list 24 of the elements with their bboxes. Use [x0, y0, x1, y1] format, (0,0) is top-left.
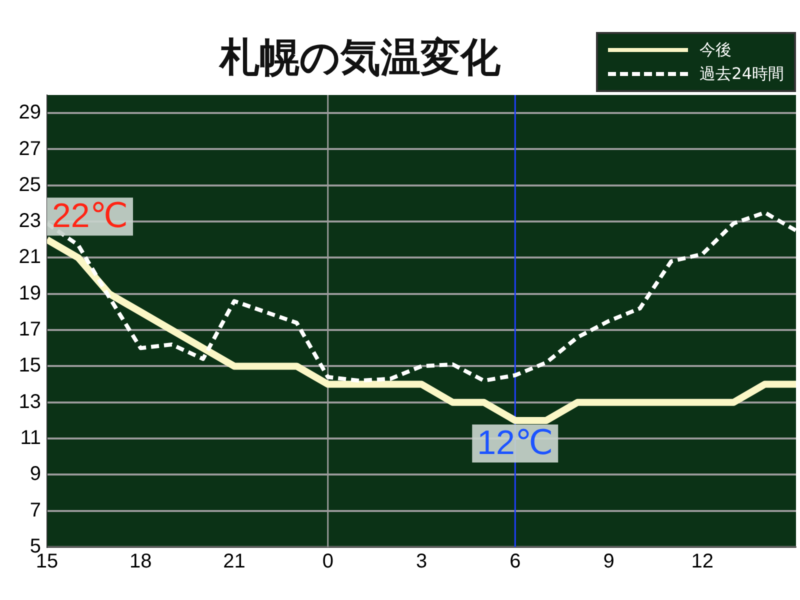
- x-tick-label: 12: [691, 550, 714, 573]
- y-tick-label: 15: [18, 354, 41, 377]
- x-tick-label: 21: [223, 550, 246, 573]
- y-tick-label: 17: [18, 318, 41, 341]
- x-tick-label: 9: [603, 550, 614, 573]
- y-tick-label: 29: [18, 102, 41, 124]
- y-tick-label: 23: [18, 210, 41, 232]
- legend-label: 過去24時間: [700, 64, 784, 84]
- y-tick-label: 9: [30, 463, 41, 486]
- annotation: 12℃: [477, 424, 554, 462]
- y-tick-label: 19: [18, 282, 41, 304]
- x-tick-label: 3: [416, 550, 428, 573]
- y-tick-label: 11: [20, 427, 41, 450]
- x-tick-label: 18: [130, 550, 152, 573]
- chart-title: 札幌の気温変化: [218, 34, 502, 83]
- legend-label: 今後: [700, 40, 732, 60]
- x-tick-label: 0: [322, 550, 334, 573]
- y-tick-label: 13: [18, 390, 41, 413]
- y-tick-label: 25: [18, 174, 41, 196]
- x-tick-label: 6: [510, 550, 521, 573]
- annotation: 22℃: [52, 197, 128, 236]
- y-tick-label: 27: [18, 138, 41, 160]
- y-tick-label: 21: [18, 246, 41, 268]
- y-tick-label: 7: [30, 499, 41, 522]
